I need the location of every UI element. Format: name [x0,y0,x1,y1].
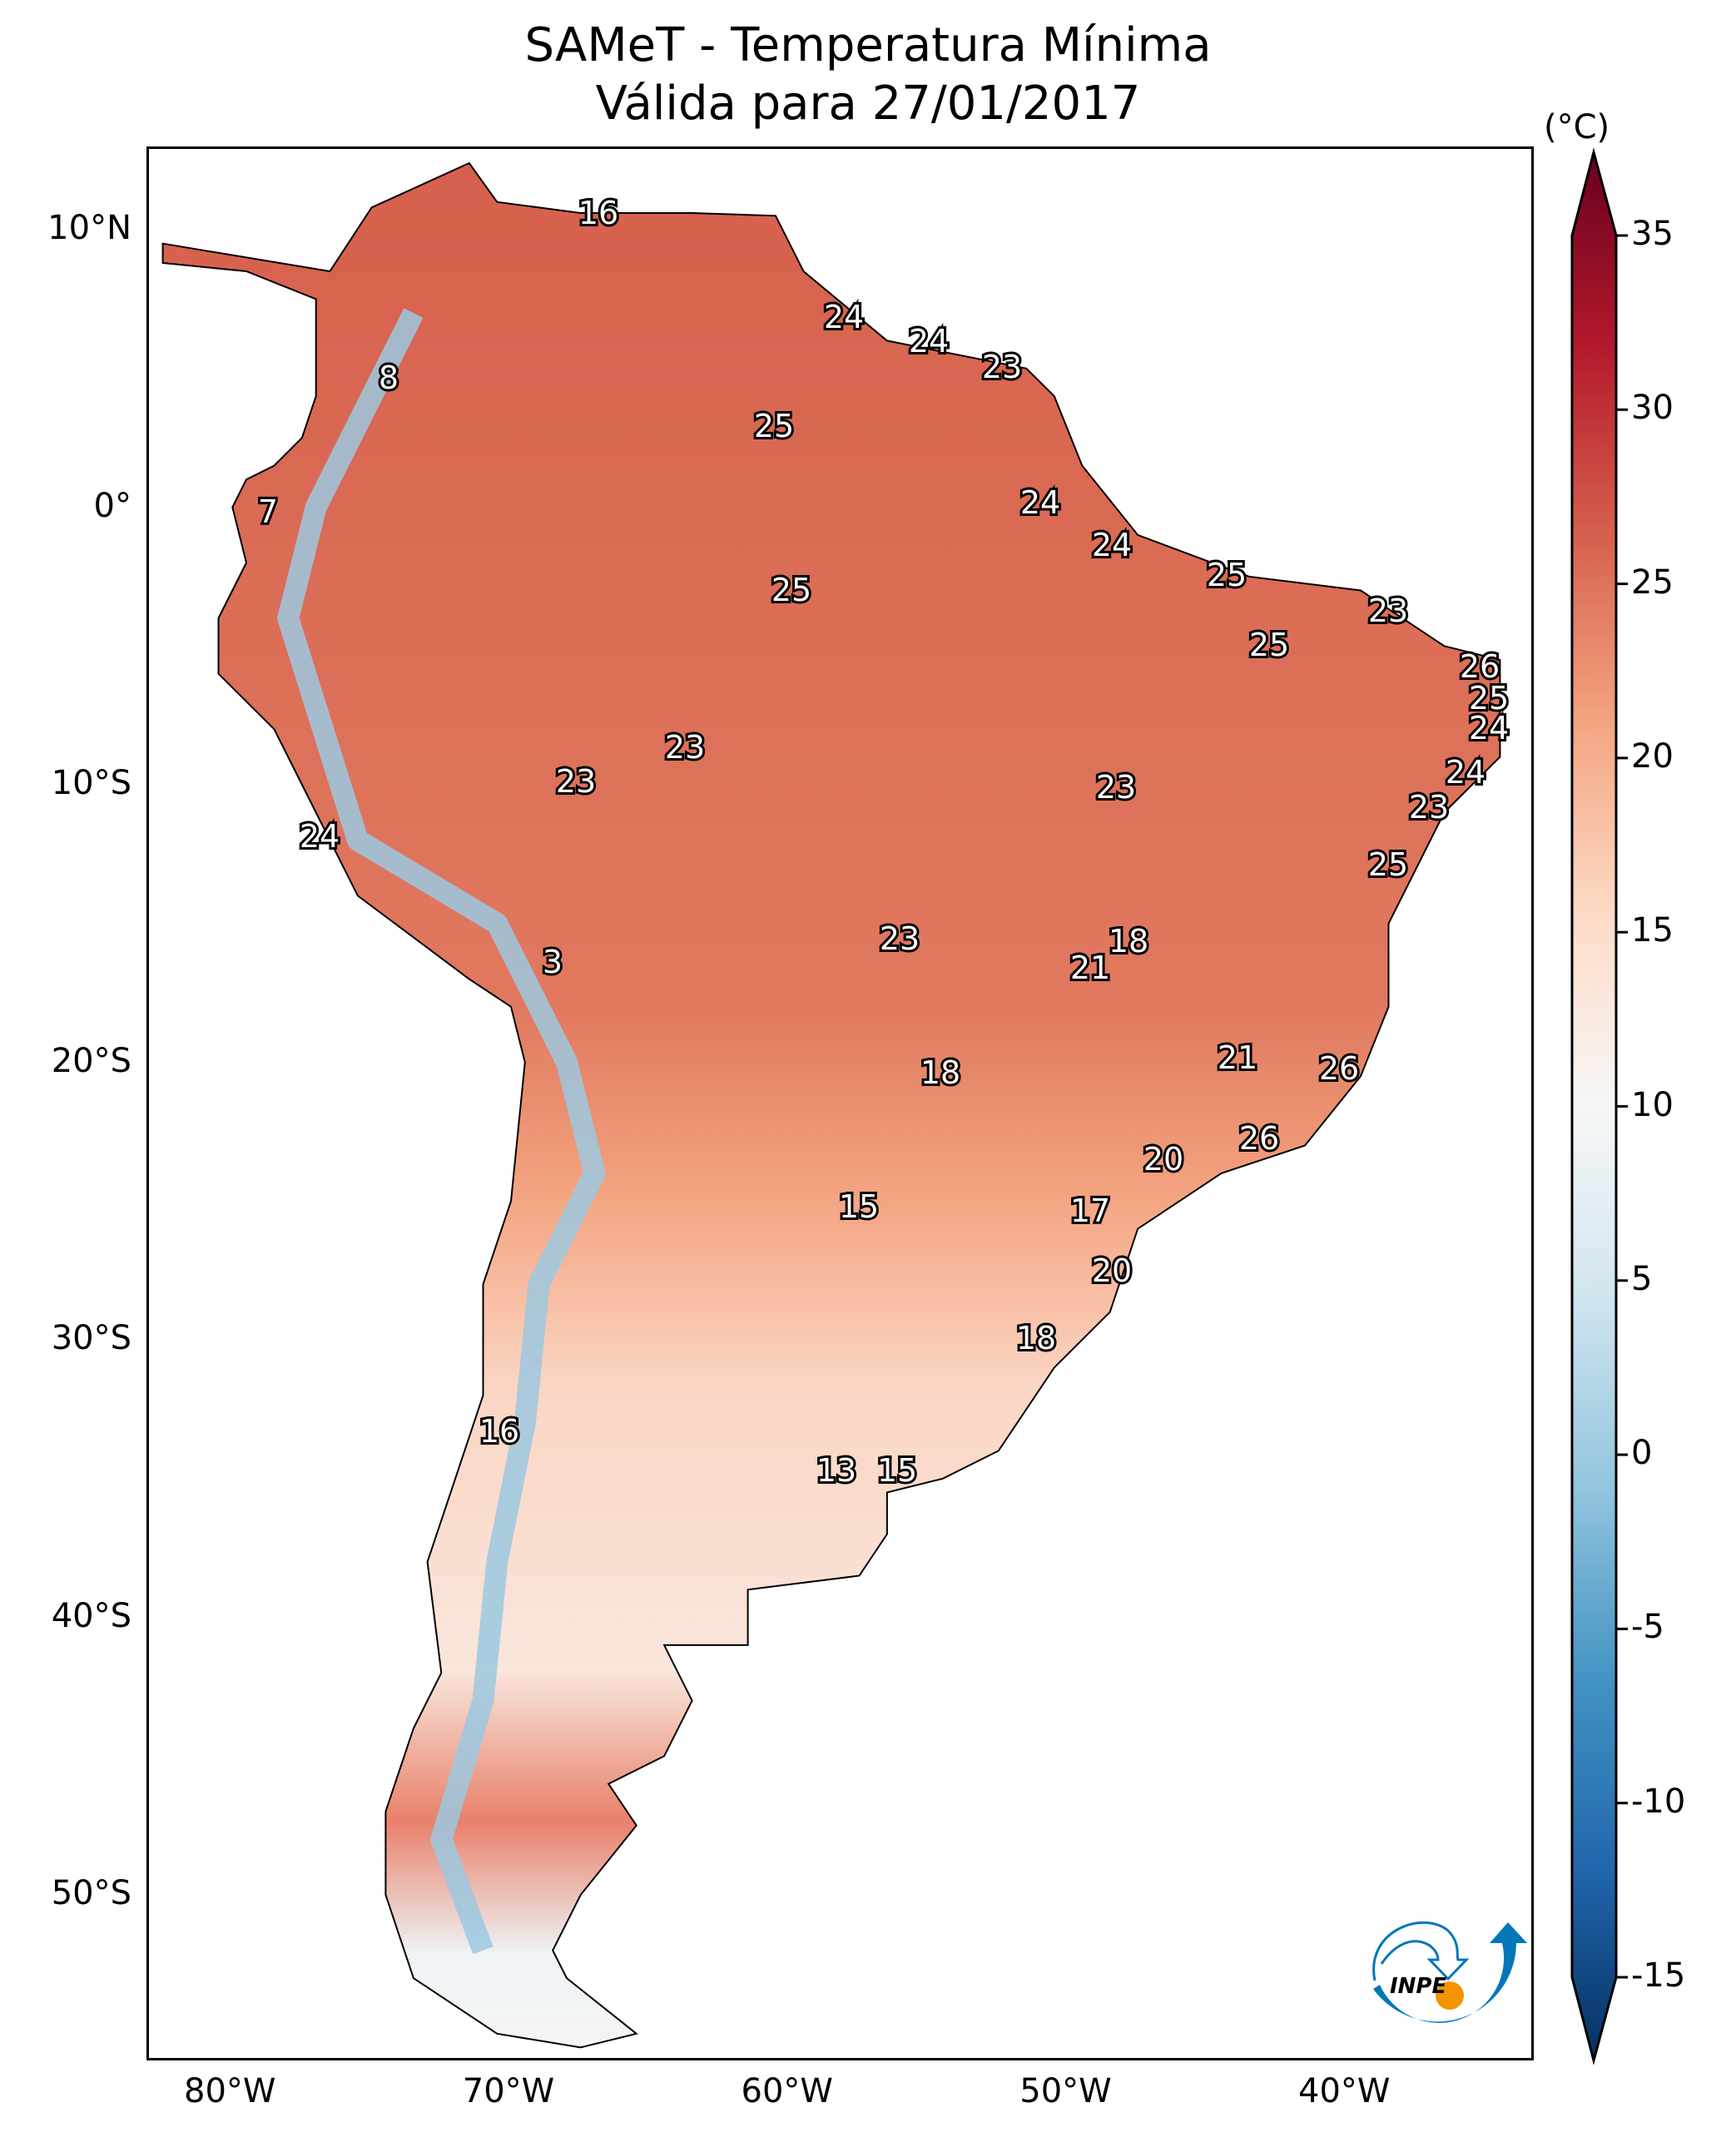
station-value-label: 16 [479,1413,519,1450]
station-value-label: 24 [300,818,340,855]
station-value-label: 24 [1469,710,1509,746]
station-value-label: 15 [839,1188,879,1225]
chart-title: SAMeT - Temperatura Mínima [524,18,1212,72]
longitude-tick-label: 80°W [184,2072,276,2110]
station-value-label: 15 [877,1452,917,1489]
station-value-label: 21 [1218,1039,1257,1076]
station-value-label: 20 [1143,1141,1183,1178]
station-value-label: 23 [1368,593,1408,629]
station-value-label: 25 [1249,627,1289,663]
station-value-label: 23 [1409,789,1449,826]
station-value-label: 24 [1092,527,1132,563]
station-value-label: 16 [578,195,618,231]
station-value-label: 13 [816,1452,856,1489]
station-value-label: 23 [880,920,920,957]
station-value-label: 18 [1016,1320,1056,1356]
station-value-label: 18 [920,1054,960,1091]
longitude-tick-label: 60°W [741,2072,833,2110]
station-value-label: 23 [982,349,1022,385]
colorbar-tick-label: 25 [1631,563,1674,602]
colorbar-tick-label: 30 [1631,389,1674,428]
station-value-label: 25 [754,408,794,444]
colorbar-unit: (°C) [1544,108,1610,146]
colorbar-tick-label: -15 [1631,1956,1686,1995]
station-value-label: 7 [258,493,278,530]
colorbar [1570,147,1618,2065]
chart-subtitle: Válida para 27/01/2017 [595,77,1141,131]
colorbar-tick-label: 10 [1631,1085,1674,1124]
station-value-label: 26 [1239,1120,1279,1157]
colorbar-tick-label: 5 [1631,1259,1653,1298]
station-value-label: 20 [1092,1252,1132,1289]
station-value-label: 26 [1460,648,1500,685]
colorbar-tick-label: -10 [1631,1782,1686,1821]
station-value-label: 18 [1109,923,1148,959]
station-value-label: 24 [824,299,864,335]
longitude-tick-label: 50°W [1019,2072,1112,2110]
longitude-tick-label: 40°W [1298,2072,1391,2110]
south-america-landmass [161,161,1501,2049]
station-value-label: 24 [1020,484,1060,521]
latitude-tick-label: 20°S [51,1041,131,1080]
station-value-label: 24 [909,323,949,359]
station-value-label: 3 [543,944,563,980]
longitude-tick-label: 70°W [462,2072,555,2110]
svg-text:INPE: INPE [1390,1974,1446,1999]
colorbar-tick-label: -5 [1631,1608,1664,1647]
andes-cold-band [277,308,606,1955]
station-value-label: 25 [1469,680,1509,717]
station-value-label: 25 [1207,557,1247,593]
station-value-label: 17 [1070,1193,1110,1229]
colorbar-tick-label: 15 [1631,911,1674,950]
latitude-tick-label: 10°N [47,209,131,247]
latitude-tick-label: 40°S [51,1596,131,1635]
colorbar-tick-label: 0 [1631,1434,1653,1473]
latitude-tick-label: 30°S [51,1319,131,1357]
station-value-label: 24 [1446,754,1486,791]
station-value-label: 25 [1368,846,1408,883]
map-panel [146,146,1534,2060]
latitude-tick-label: 50°S [51,1874,131,1912]
station-value-label: 25 [771,572,811,608]
station-value-label: 8 [379,359,399,396]
station-value-label: 21 [1070,950,1110,986]
colorbar-tick-label: 20 [1631,736,1674,776]
latitude-tick-label: 0° [93,486,131,525]
colorbar-tick-label: 35 [1631,215,1674,253]
station-value-label: 23 [556,763,596,800]
inpe-logo: INPE [1372,1921,1527,2023]
station-value-label: 26 [1319,1050,1359,1087]
station-value-label: 23 [665,729,705,766]
station-value-label: 23 [1096,769,1136,806]
latitude-tick-label: 10°S [51,764,131,802]
